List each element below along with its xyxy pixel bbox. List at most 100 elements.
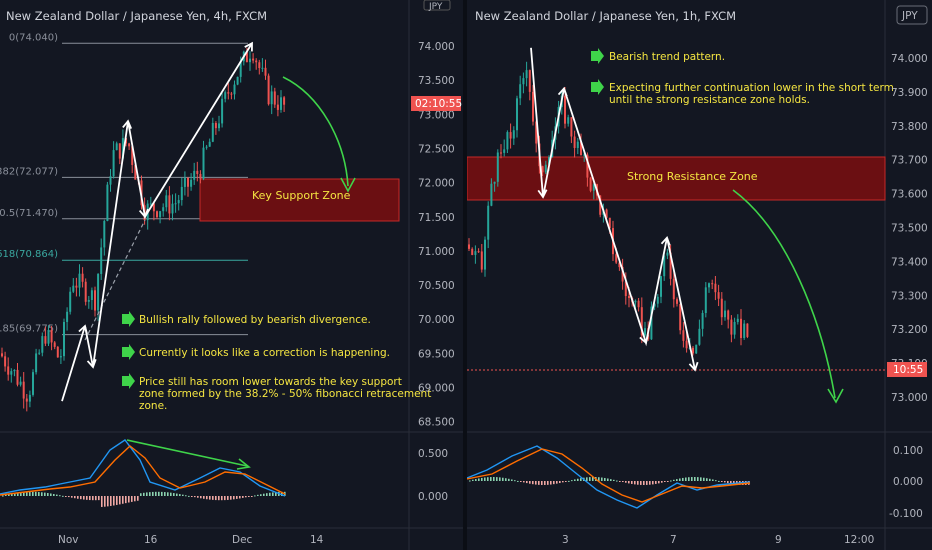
price-tick: 73.800 [891,121,928,133]
current-price-badge [411,96,461,111]
macd-histogram-bar [613,479,615,481]
macd-histogram-bar [41,492,43,496]
candle-body [730,319,733,335]
candle-body [567,117,570,124]
left-chart-panel[interactable]: New Zealand Dollar / Japanese Yen, 4h, F… [0,0,463,550]
swing-line [530,47,696,371]
macd-histogram-bar [170,492,172,496]
strong-resistance-zone[interactable] [467,156,886,201]
macd-histogram-bar [475,479,477,481]
macd-histogram-bar [221,496,223,501]
candle-body [650,306,653,340]
candle-body [121,138,124,159]
macd-histogram-bar [553,481,555,485]
macd-histogram-bar [643,481,645,485]
macd-indicator[interactable] [0,439,286,507]
macd-histogram-bar [236,496,238,499]
macd-histogram-bar [182,494,184,496]
macd-histogram-bar [143,492,145,496]
annotation-text: Expecting further continuation lower in … [609,82,894,94]
currency-button[interactable]: JPY [423,0,451,12]
candle-body [159,211,162,218]
macd-histogram-bar [733,481,735,485]
candle-body [7,366,10,375]
candle-body [149,203,152,205]
price-tick: 68.500 [418,417,455,429]
macd-histogram-bar [547,481,549,485]
macd-histogram-bar [47,493,49,496]
macd-tick: 0.500 [418,448,448,460]
price-tick: 74.000 [891,53,928,65]
macd-histogram-bar [122,496,124,504]
currency-label: JPY [901,10,918,22]
swing-arrowhead [138,208,149,219]
price-axis[interactable]: 74.000 73.900 73.800 73.700 73.600 73.500 73.4… [891,53,928,404]
fibonacci-retracement[interactable]: 0(74.040) 0.382(72.077) 0.5(71.470) 0.618(7… [0,32,248,336]
candle-body [87,299,90,302]
macd-histogram-bar [206,496,208,500]
swing-arrows[interactable] [530,47,699,372]
annotation-1: Bullish rally followed by bearish diverg… [122,311,371,327]
swing-arrowhead [86,359,97,369]
dashed-trendline[interactable] [84,219,146,341]
candle-body [84,281,87,302]
macd-indicator[interactable] [467,445,751,509]
candle-body [115,143,118,151]
macd-histogram-bar [227,496,229,500]
candle-body [25,398,28,402]
divergence-arrowhead [236,458,251,470]
macd-histogram-bar [203,496,205,499]
macd-histogram-bar [469,480,471,482]
macd-histogram-bar [505,478,507,481]
macd-histogram-bar [179,494,181,496]
left-chart-canvas[interactable]: New Zealand Dollar / Japanese Yen, 4h, F… [0,0,463,550]
candle-body [685,340,688,349]
macd-histogram-bar [131,496,133,502]
macd-histogram-bar [245,496,247,498]
candle-body [106,184,109,221]
swing-arrowhead [688,361,699,372]
symbol-title[interactable]: New Zealand Dollar / Japanese Yen, 1h, F… [475,9,736,23]
symbol-title[interactable]: New Zealand Dollar / Japanese Yen, 4h, F… [6,9,267,23]
macd-histogram-bar [158,491,160,496]
macd-histogram-bar [673,479,675,481]
macd-histogram-bar [586,477,588,481]
macd-histogram-bar [550,481,552,485]
candle-body [474,251,477,255]
candle-body [672,278,675,300]
right-chart-canvas[interactable]: New Zealand Dollar / Japanese Yen, 1h, F… [467,0,932,550]
candle-body [245,51,248,63]
candle-body [669,252,672,279]
macd-histogram-bar [110,496,112,506]
macd-histogram-bar [598,477,600,481]
macd-histogram-bar [26,491,28,496]
candle-body [168,195,171,214]
macd-histogram-bar [664,481,666,483]
macd-histogram-bar [700,477,702,481]
currency-button[interactable]: JPY [896,5,928,25]
right-chart-panel[interactable]: New Zealand Dollar / Japanese Yen, 1h, F… [467,0,932,550]
candle-body [573,136,576,148]
macd-histogram-bar [589,477,591,481]
candle-body [72,285,75,292]
macd-histogram-bar [472,479,474,481]
swing-arrows[interactable] [61,41,253,402]
macd-histogram-bar [697,477,699,481]
candle-body [47,330,50,344]
macd-histogram-bar [592,477,594,481]
macd-histogram-bar [101,496,103,507]
macd-histogram-bar [2,495,4,497]
candle-body [692,347,694,354]
candle-body [56,346,59,358]
candle-body [218,123,220,129]
macd-histogram-bar [44,492,46,496]
macd-histogram-bar [541,481,543,485]
candle-body [717,292,720,299]
candle-body [174,203,177,205]
macd-histogram-bar [176,493,178,496]
price-axis[interactable]: 74.000 73.500 73.000 72.500 72.000 71.500 71.0… [418,41,455,429]
key-support-zone[interactable] [199,178,400,222]
macd-histogram-bar [490,477,492,481]
macd-histogram-bar [59,495,61,497]
candle-body [267,75,270,105]
